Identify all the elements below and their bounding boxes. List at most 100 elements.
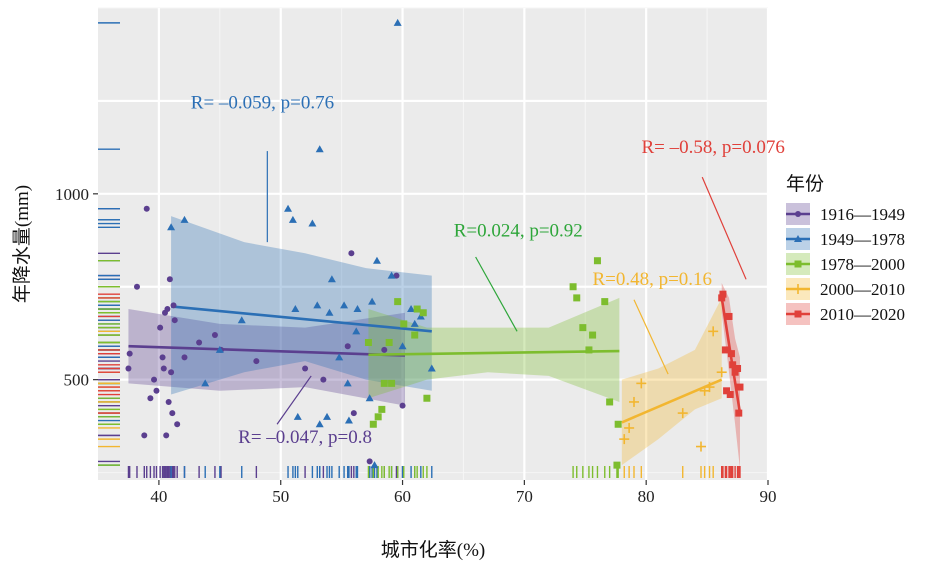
data-point (174, 421, 181, 428)
data-point (727, 350, 735, 358)
data-point (284, 204, 293, 212)
plot-panel (98, 8, 768, 480)
legend-key (786, 253, 810, 275)
data-point (400, 320, 408, 328)
data-point (731, 368, 739, 376)
data-point (387, 271, 396, 279)
data-point (365, 394, 374, 402)
annotations: R= –0.059, p=0.76 R= –0.047, p=0.8 R=0.024… (191, 92, 785, 447)
data-point (143, 205, 150, 212)
data-point (601, 298, 609, 306)
data-point (393, 18, 402, 26)
data-point (340, 301, 349, 309)
ci-band (128, 309, 405, 406)
data-point (320, 376, 327, 383)
data-point (613, 461, 621, 469)
annotation-leader (701, 176, 747, 280)
data-point (636, 378, 647, 389)
data-point (141, 432, 148, 439)
data-point (344, 416, 353, 424)
annotation-leader (633, 299, 669, 375)
legend-key (786, 228, 810, 250)
data-point (344, 343, 351, 350)
data-point (407, 305, 416, 313)
data-point (394, 298, 402, 306)
data-point (168, 369, 175, 376)
data-point (171, 317, 178, 324)
legend-key (786, 303, 810, 325)
legend-label: 2010—2020 (820, 305, 905, 324)
data-point (366, 458, 373, 465)
data-point (181, 354, 188, 361)
data-point (606, 398, 614, 406)
data-point (201, 379, 210, 387)
data-point (157, 324, 164, 331)
legend-key (786, 203, 810, 225)
data-point (169, 410, 176, 417)
data-point (147, 395, 154, 402)
data-point (624, 422, 635, 433)
data-point (170, 302, 177, 309)
data-point (729, 361, 737, 369)
data-point (726, 391, 734, 399)
annotation-text: R= –0.059, p=0.76 (191, 92, 334, 113)
data-point (352, 327, 361, 335)
data-point (585, 346, 593, 354)
data-point (288, 215, 297, 223)
data-point (166, 276, 173, 283)
data-point (398, 342, 407, 350)
x-tick-label: 40 (150, 487, 167, 506)
data-point (413, 305, 421, 313)
annotation-leader (475, 256, 518, 332)
data-point (593, 257, 601, 265)
data-point (369, 420, 377, 428)
fit-line (128, 344, 406, 357)
fit-line (368, 349, 620, 357)
y-axis-title: 年降水量(mm) (11, 185, 33, 303)
data-point (327, 275, 336, 283)
data-point (381, 346, 388, 353)
annotation-text: R= –0.58, p=0.076 (642, 137, 785, 158)
legend-marker (795, 211, 801, 217)
data-point (629, 396, 639, 407)
data-point (419, 309, 427, 317)
data-point (180, 215, 189, 223)
data-point (343, 379, 352, 387)
annotation-text: R=0.48, p=0.16 (592, 269, 712, 290)
legend: 年份 1916—1949 1949—1978 1978—2000 2000—2010 2… (786, 173, 905, 325)
ci-band (621, 297, 722, 466)
grid (98, 7, 770, 480)
data-point (159, 354, 166, 361)
data-point (165, 398, 172, 405)
data-point (708, 326, 719, 337)
y-tick-label: 500 (64, 371, 90, 390)
data-point (163, 432, 170, 439)
data-point (323, 412, 332, 420)
data-point (716, 367, 727, 378)
data-point (353, 305, 362, 313)
y-tick-label: 1000 (55, 185, 89, 204)
data-point (719, 290, 727, 298)
annotation-leader (276, 375, 312, 425)
data-point (736, 383, 744, 391)
data-point (370, 461, 379, 469)
data-point (388, 379, 396, 387)
annotation-text: R= –0.047, p=0.8 (238, 427, 372, 448)
axes: 40 50 60 70 80 90 500 1000 (55, 185, 777, 506)
data-point (399, 402, 406, 409)
data-point (125, 365, 132, 372)
legend-marker (793, 284, 803, 294)
data-point (196, 339, 203, 346)
data-point (372, 256, 381, 264)
legend-marker (794, 310, 802, 318)
data-point (153, 387, 160, 394)
data-point (677, 408, 688, 419)
data-point (160, 365, 167, 372)
data-point (380, 379, 388, 387)
data-point (721, 346, 729, 354)
data-point (725, 312, 733, 320)
data-point (151, 376, 158, 383)
x-tick-label: 60 (394, 487, 411, 506)
data-point (133, 283, 140, 290)
data-point (315, 145, 324, 153)
